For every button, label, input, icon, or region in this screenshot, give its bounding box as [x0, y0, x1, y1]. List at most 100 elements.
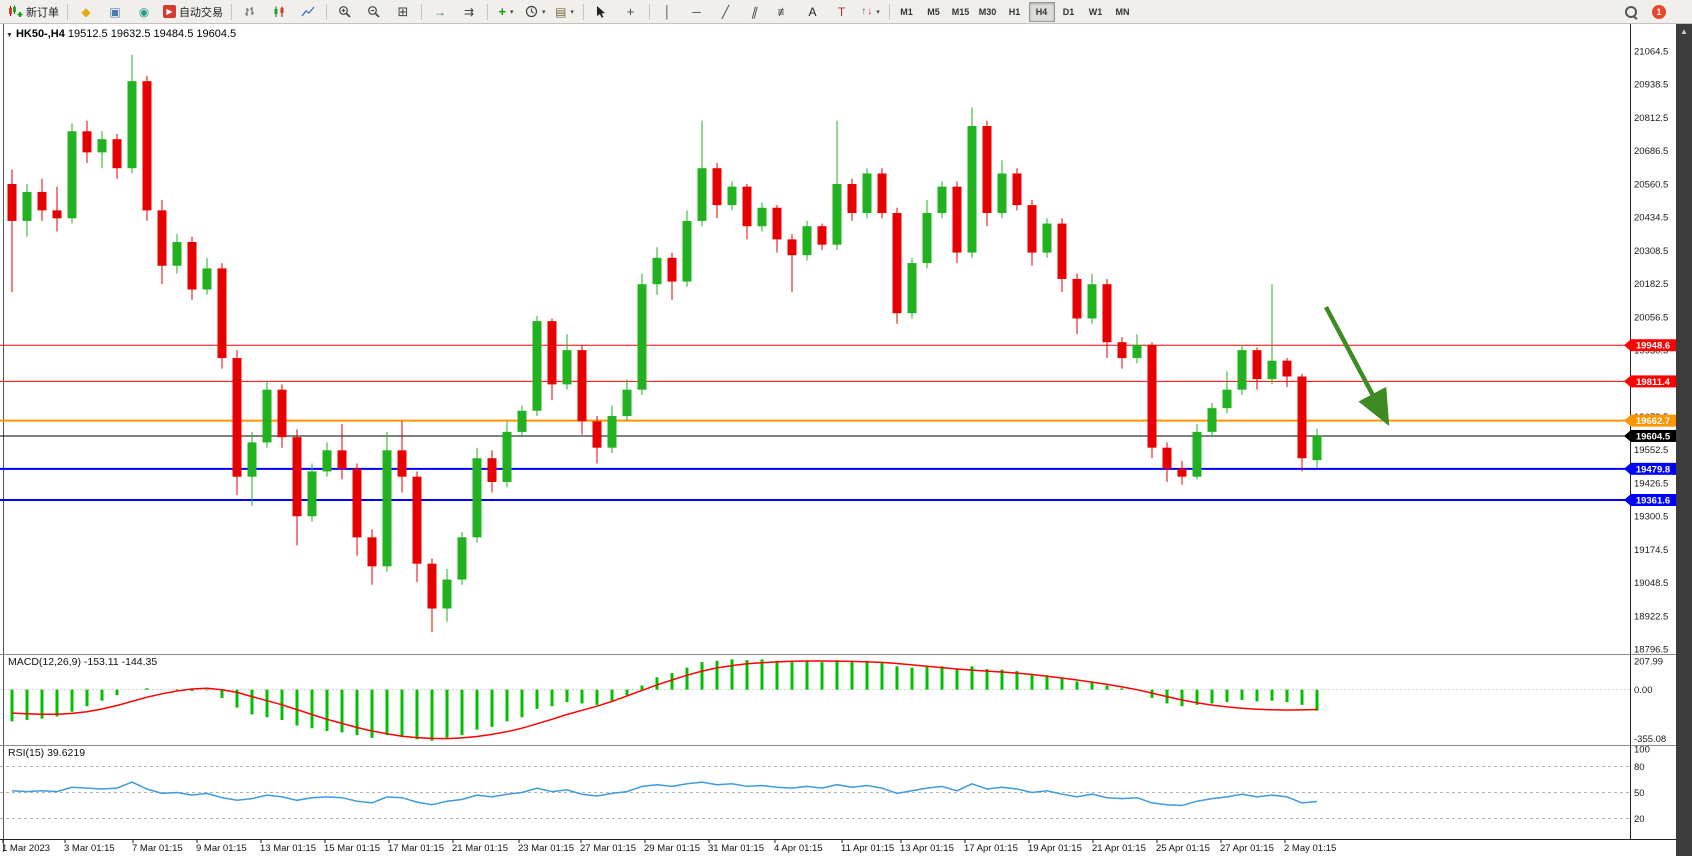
timeframe-m5-button[interactable]: M5 [927, 6, 940, 17]
candle-body [1102, 284, 1112, 343]
date-axis-label: 15 Mar 01:15 [324, 843, 380, 854]
vertical-line-button[interactable]: │ [654, 1, 682, 23]
indicators-button[interactable]: + ▾ [492, 1, 520, 23]
timeframe-w1-button[interactable]: W1 [1088, 6, 1103, 17]
timeframe-mn-button[interactable]: MN [1115, 6, 1130, 17]
timeframe-m15-button[interactable]: M15 [951, 6, 970, 17]
trendline-button[interactable]: ╱ [712, 1, 740, 23]
timeframe-h4-button[interactable]: H4 [1028, 1, 1055, 22]
autotrading-button[interactable]: ▶ 自动交易 [159, 1, 227, 23]
rsi-line [11, 781, 1318, 807]
candle-body [37, 191, 47, 211]
horizontal-line-icon: ─ [692, 4, 701, 19]
crosshair-button[interactable]: + [617, 1, 645, 23]
channel-button[interactable]: ∥ [741, 1, 769, 23]
candle-body [202, 268, 212, 290]
candle-body [1297, 376, 1307, 459]
rsi-axis-label: 100 [1634, 745, 1650, 756]
chart-shift-button[interactable]: ⇉ [455, 1, 483, 23]
timeframe-m1-button[interactable]: M1 [900, 6, 913, 17]
new-order-button[interactable]: 新订单 [4, 1, 63, 23]
price-badge-label: 19361.6 [1636, 496, 1670, 507]
template-icon: ▤ [555, 4, 567, 19]
notification-badge[interactable]: 1 [1652, 4, 1666, 19]
text-icon: A [808, 4, 817, 19]
bar-chart-icon [244, 6, 254, 16]
bar-chart-button[interactable] [236, 1, 264, 23]
quotes-icon: ◉ [138, 4, 150, 19]
price-badge [1631, 375, 1676, 388]
date-axis-label: 23 Mar 01:15 [518, 843, 574, 854]
search-button[interactable] [1617, 1, 1645, 23]
candle-body [547, 321, 557, 385]
tile-windows-button[interactable]: ⊞ [389, 1, 417, 23]
auto-scroll-button[interactable]: → [426, 1, 454, 23]
candle-body [112, 139, 122, 169]
fibonacci-button[interactable]: ≢ [770, 1, 798, 23]
candle-body [337, 450, 347, 469]
candle-body [352, 468, 362, 538]
arrows-button[interactable]: ↑ ↓ ▾ [857, 1, 885, 23]
candle-body [817, 226, 827, 245]
community-button[interactable]: ◆ [72, 1, 100, 23]
horizontal-line-button[interactable]: ─ [683, 1, 711, 23]
toolbar-separator [487, 3, 488, 20]
candle-body [1087, 284, 1097, 319]
macd-axis-label: -355.08 [1634, 734, 1666, 745]
price-axis-label: 20812.5 [1634, 113, 1668, 124]
vertical-scrollbar[interactable]: ▲ [1676, 24, 1692, 856]
candle-body [1027, 205, 1037, 253]
zoom-in-button[interactable] [331, 1, 359, 23]
label-button[interactable]: T [828, 1, 856, 23]
profiles-button[interactable]: ▣ [101, 1, 129, 23]
cursor-button[interactable] [588, 1, 616, 23]
date-axis-label: 7 Mar 01:15 [132, 843, 183, 854]
trendline-icon: ╱ [721, 4, 730, 19]
line-chart-button[interactable] [294, 1, 322, 23]
candle-body [457, 537, 467, 580]
candle-body [772, 207, 782, 240]
candle-body [157, 210, 167, 266]
candle-body [1282, 360, 1292, 377]
templates-button[interactable]: ▤ ▾ [551, 1, 579, 23]
candle-body [127, 81, 137, 169]
date-axis-label: 13 Mar 01:15 [260, 843, 316, 854]
price-axis-label: 20308.5 [1634, 246, 1668, 257]
candlestick-chart-button[interactable] [265, 1, 293, 23]
price-badge-label: 19604.5 [1636, 431, 1671, 442]
market-watch-button[interactable]: ◉ [130, 1, 158, 23]
new-order-icon [9, 5, 23, 17]
candle-body [757, 207, 767, 227]
trend-arrow-annotation[interactable] [1324, 305, 1390, 426]
timeframe-h1-button[interactable]: H1 [1008, 6, 1021, 17]
zoom-out-button[interactable] [360, 1, 388, 23]
candle-body [862, 173, 872, 214]
timeframe-d1-button[interactable]: D1 [1062, 6, 1075, 17]
candle-body [697, 168, 707, 221]
toolbar-separator [648, 3, 650, 20]
timeframe-m30-button[interactable]: M30 [978, 6, 997, 17]
price-badge [1631, 462, 1676, 475]
macd-indicator-label: MACD(12,26,9) -153.11 -144.35 [8, 656, 158, 668]
chart-collapse-icon: ▼ [6, 32, 13, 39]
candle-body [22, 191, 32, 221]
candlestick-series [7, 54, 1322, 633]
periods-button[interactable]: ▾ [521, 1, 550, 23]
layers-icon: ▣ [109, 4, 121, 19]
vertical-line-icon: │ [663, 4, 672, 19]
candle-body [652, 257, 662, 285]
toolbar-separator [67, 3, 68, 20]
rsi-axis-label: 80 [1634, 762, 1645, 773]
rsi-indicator-label: RSI(15) 39.6219 [8, 747, 86, 759]
date-axis-label: 1 Mar 2023 [2, 843, 50, 854]
price-axis-label: 20938.5 [1634, 80, 1668, 91]
chevron-down-icon: ▾ [570, 8, 574, 16]
chart-title: ▼ HK50-,H4 19512.5 19632.5 19484.5 19604.… [6, 28, 236, 40]
date-axis-label: 25 Apr 01:15 [1156, 843, 1210, 854]
candle-body [1057, 223, 1067, 279]
text-button[interactable]: A [799, 1, 827, 23]
price-axis-label: 19048.5 [1634, 578, 1668, 589]
candle-body [787, 239, 797, 256]
candle-body [892, 213, 902, 314]
